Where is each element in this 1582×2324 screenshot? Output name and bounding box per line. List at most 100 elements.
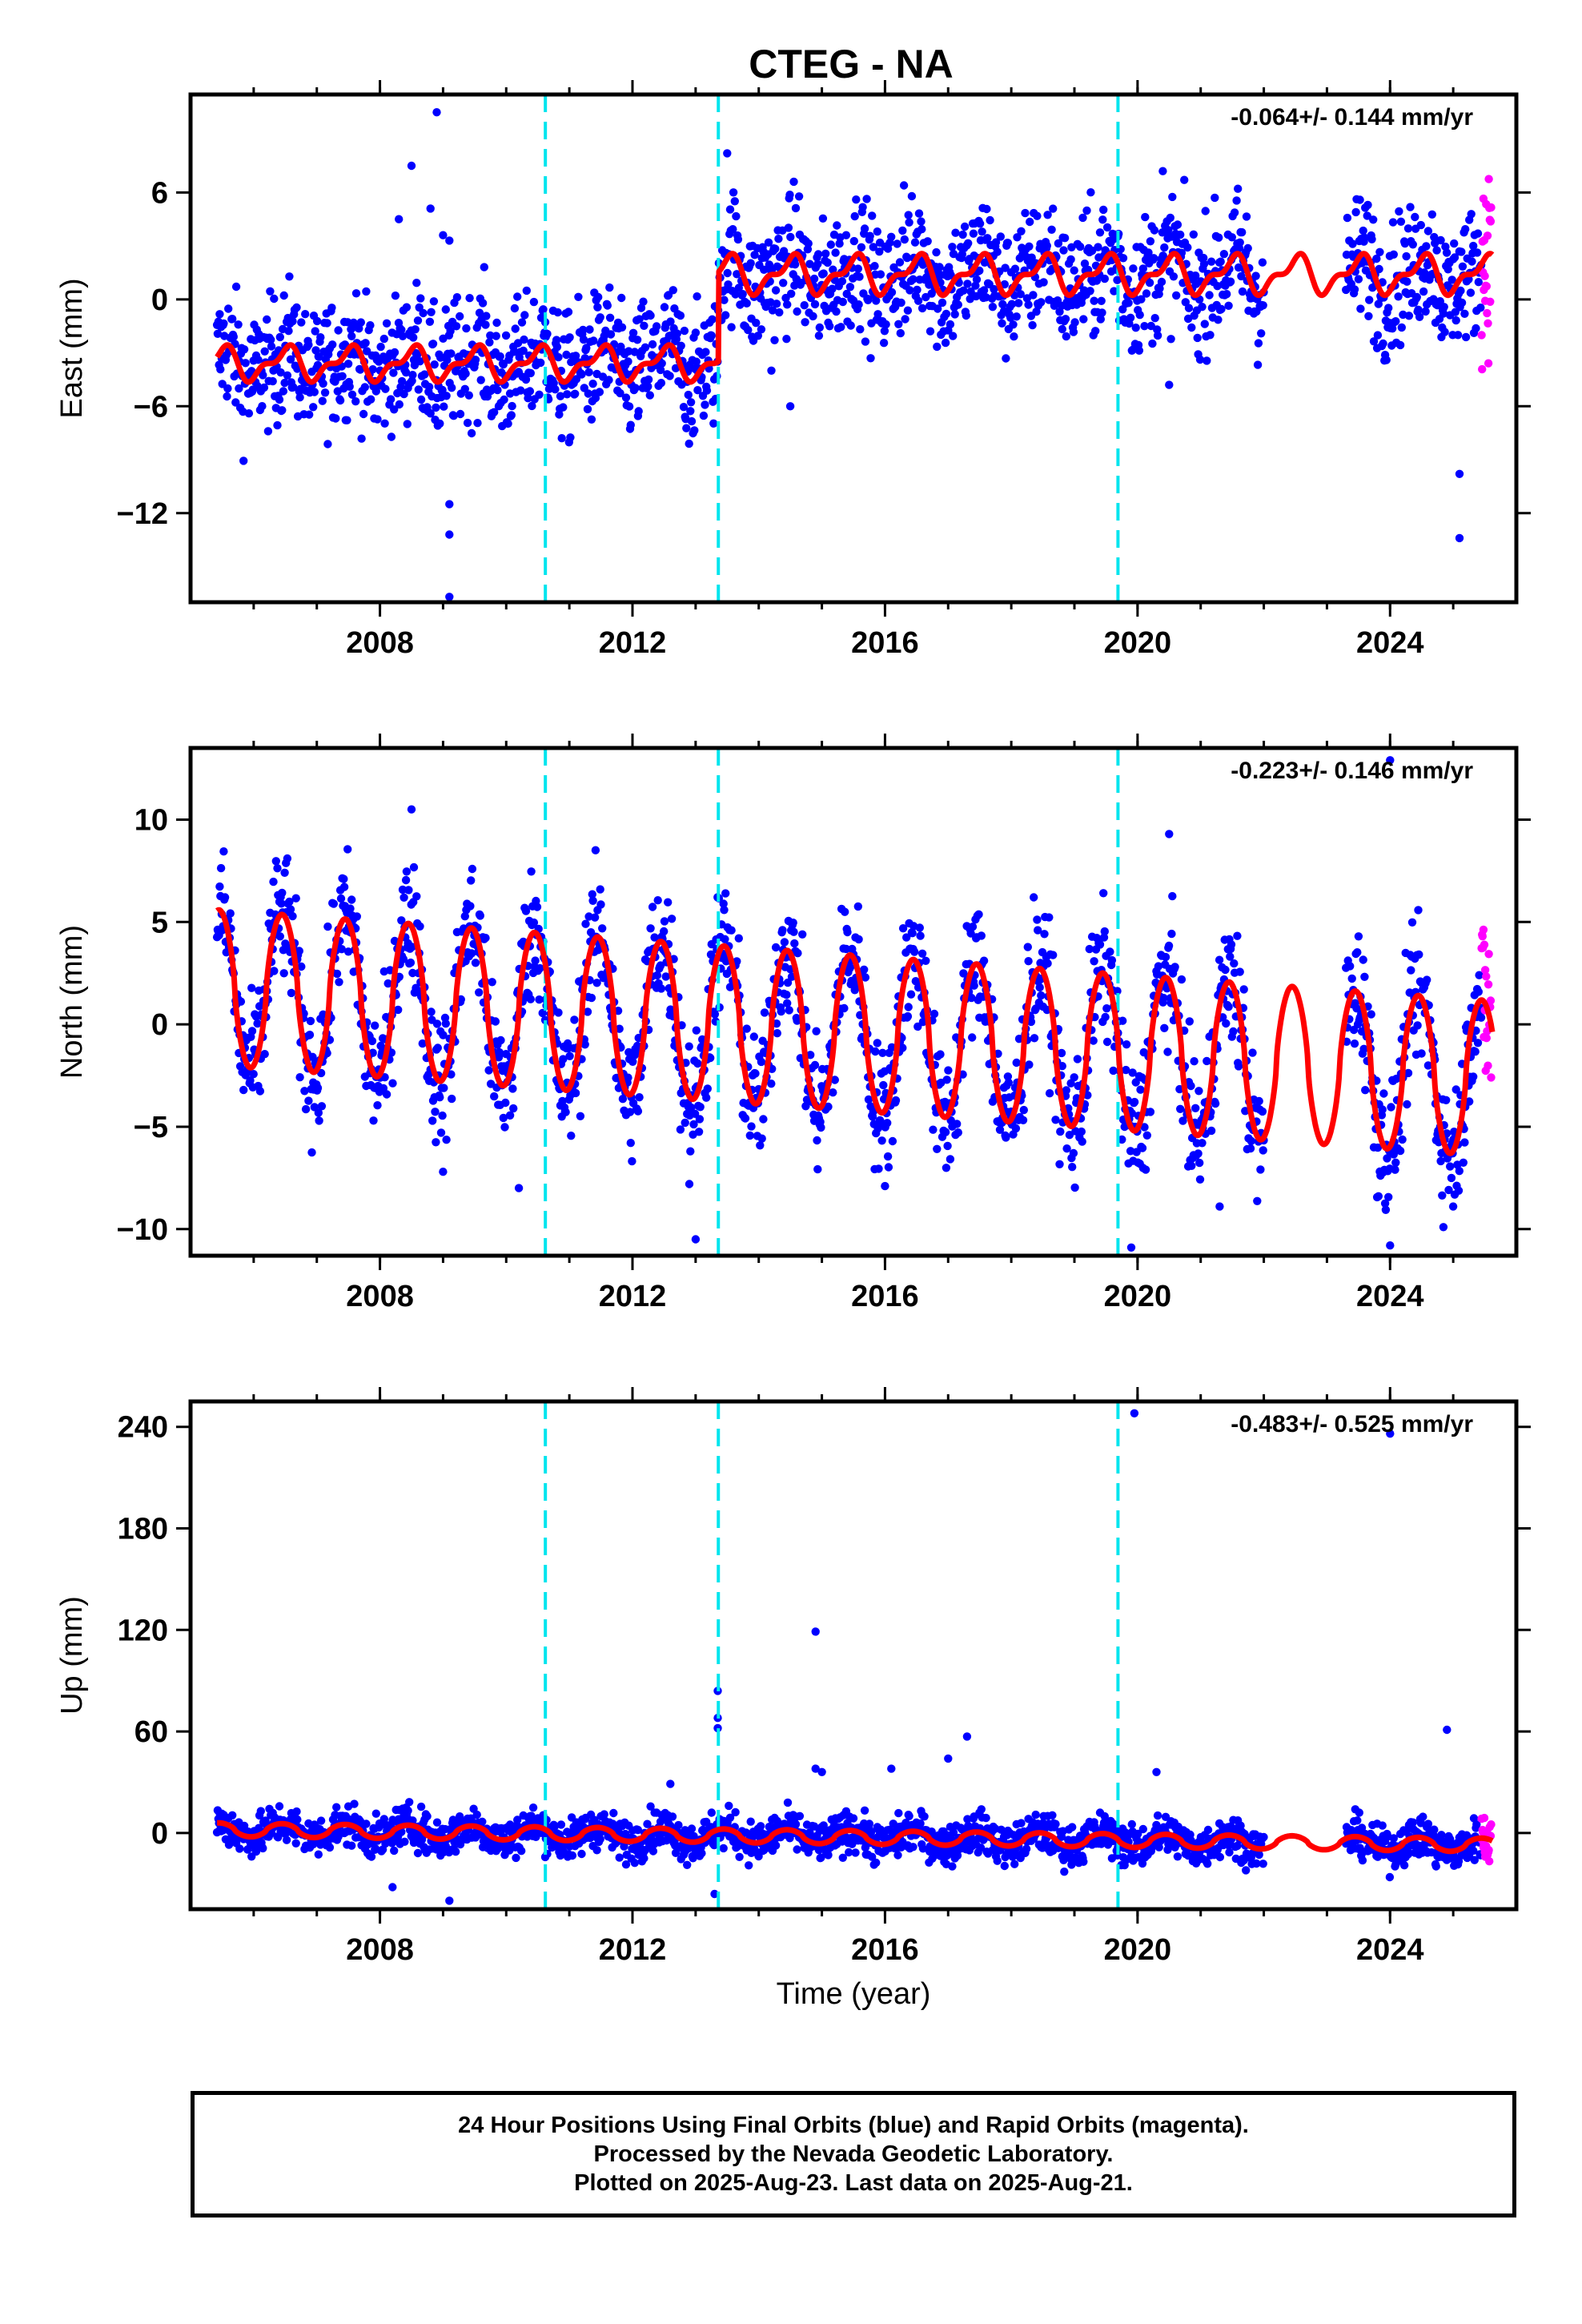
east-point: [275, 332, 284, 342]
east-point: [640, 321, 648, 330]
east-outlier: [1158, 167, 1167, 175]
north-point: [1469, 1072, 1478, 1081]
east-point: [490, 408, 499, 416]
north-point: [883, 1152, 893, 1161]
east-point: [657, 359, 666, 368]
east-point: [442, 392, 451, 400]
east-point: [617, 293, 626, 303]
east-point: [909, 275, 917, 283]
east-point: [731, 290, 740, 299]
north-outlier: [439, 1168, 448, 1176]
north-point: [757, 1057, 766, 1067]
east-point: [520, 311, 529, 320]
east-point: [1375, 247, 1384, 256]
east-point: [652, 322, 661, 331]
north-point: [830, 1076, 840, 1084]
up-point: [568, 1851, 577, 1860]
up-point: [314, 1850, 323, 1859]
east-point: [215, 310, 224, 319]
east-point: [1219, 250, 1229, 259]
east-point: [648, 340, 657, 349]
east-point: [729, 225, 737, 234]
north-point: [1141, 1165, 1150, 1174]
north-point: [646, 924, 655, 933]
north-point: [581, 919, 590, 928]
north-point: [1106, 947, 1114, 956]
east-point: [424, 383, 434, 392]
east-point: [1201, 207, 1210, 215]
east-point: [460, 384, 469, 393]
east-point: [628, 328, 638, 337]
east-point: [1243, 243, 1252, 253]
north-point: [1186, 1081, 1195, 1091]
north-point: [1004, 1078, 1014, 1088]
east-point: [1095, 228, 1105, 237]
up-point: [291, 1839, 300, 1848]
up-point: [668, 1812, 677, 1821]
north-point: [1118, 1016, 1127, 1025]
up-point: [347, 1841, 356, 1850]
north-point: [793, 949, 802, 958]
up-point: [894, 1808, 903, 1818]
north-point: [339, 875, 348, 883]
east-point: [959, 286, 968, 295]
north-point: [843, 927, 852, 937]
north-point: [1055, 1160, 1064, 1169]
east-point: [825, 322, 834, 331]
east-point: [288, 317, 297, 326]
east-ytick-label: 6: [151, 176, 168, 210]
east-point: [1138, 264, 1148, 273]
east-point: [821, 249, 830, 258]
east-point: [401, 368, 411, 377]
north-point: [1198, 1139, 1207, 1148]
north-point: [1403, 1100, 1411, 1109]
up-point: [517, 1847, 526, 1856]
north-point: [1177, 975, 1186, 984]
up-point: [860, 1806, 869, 1815]
north-point: [1070, 1073, 1078, 1082]
north-point: [943, 1141, 952, 1151]
east-model-curve: [215, 251, 1495, 385]
east-point: [510, 304, 520, 313]
east-point: [362, 287, 371, 296]
east-point: [964, 239, 973, 247]
east-point: [725, 205, 735, 214]
east-point: [430, 360, 439, 369]
east-point: [1415, 312, 1424, 321]
north-point: [1035, 983, 1044, 992]
east-point: [862, 195, 871, 203]
up-point: [452, 1848, 460, 1856]
east-point: [1025, 242, 1034, 251]
north-point: [979, 956, 989, 965]
east-point: [733, 235, 743, 244]
east-point: [760, 265, 769, 274]
north-point: [226, 909, 235, 918]
east-point: [473, 419, 482, 428]
north-rapid-point: [1479, 925, 1488, 935]
east-point: [860, 224, 869, 233]
east-point: [528, 401, 536, 411]
north-point: [488, 978, 496, 987]
up-point: [596, 1835, 604, 1844]
east-point: [360, 383, 369, 392]
east-point: [412, 279, 421, 287]
north-point: [942, 1076, 951, 1084]
east-outlier: [723, 149, 732, 158]
north-point: [440, 1084, 448, 1092]
north-point: [789, 927, 798, 936]
east-point: [1251, 271, 1260, 280]
east-point: [1406, 203, 1415, 211]
north-point: [719, 899, 728, 908]
north-point: [467, 876, 476, 885]
north-point: [933, 1144, 942, 1154]
north-point: [1025, 1060, 1034, 1069]
north-point: [1378, 1105, 1387, 1114]
east-point: [616, 388, 624, 398]
north-point: [734, 934, 743, 943]
east-point: [276, 368, 285, 377]
east-point: [216, 365, 225, 374]
east-point: [901, 315, 909, 324]
up-point: [228, 1811, 237, 1819]
east-point: [436, 419, 444, 428]
east-point: [571, 389, 580, 398]
